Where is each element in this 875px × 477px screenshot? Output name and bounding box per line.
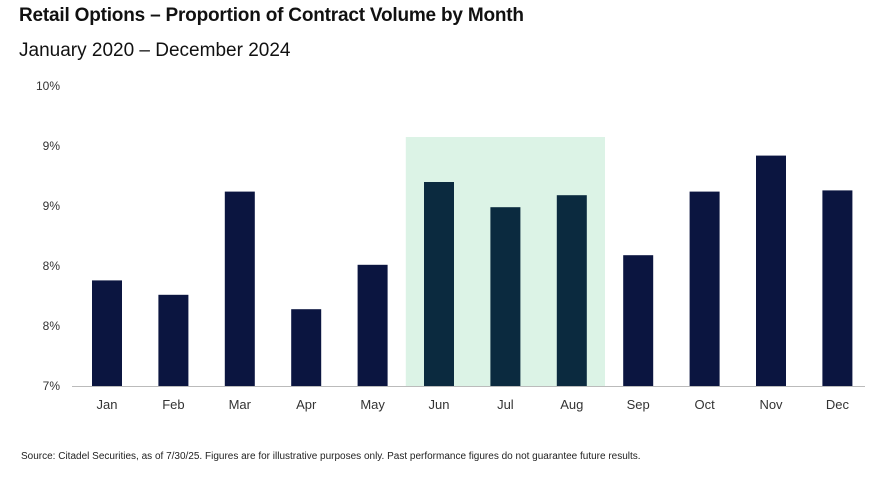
bar-may: [357, 264, 388, 386]
bar-feb: [158, 294, 189, 386]
chart-title: Retail Options – Proportion of Contract …: [19, 5, 524, 26]
bar-oct: [689, 191, 720, 386]
y-tick-label: 8%: [43, 259, 61, 273]
source-note: Source: Citadel Securities, as of 7/30/2…: [21, 451, 641, 462]
bar-apr: [291, 309, 322, 386]
bar-sep: [623, 255, 654, 386]
x-tick-label: Apr: [296, 397, 317, 412]
bar-jul: [490, 207, 521, 386]
x-tick-label: Aug: [560, 397, 583, 412]
x-tick-label: Feb: [162, 397, 184, 412]
bar-jan: [92, 280, 122, 386]
y-tick-label: 8%: [43, 319, 61, 333]
bar-mar: [224, 191, 255, 386]
chart-subtitle: January 2020 – December 2024: [19, 40, 291, 61]
y-tick-label: 7%: [43, 379, 61, 393]
bar-jun: [424, 182, 454, 386]
y-tick-label: 10%: [36, 79, 60, 93]
x-tick-label: Oct: [694, 397, 715, 412]
x-tick-label: Sep: [627, 397, 650, 412]
x-tick-label: May: [360, 397, 385, 412]
x-tick-label: Mar: [229, 397, 252, 412]
x-tick-label: Jul: [497, 397, 514, 412]
bar-chart: 7% 8% 8% 9% 9% 10% Jan Feb Mar Apr May Jun Jul Aug Sep…: [36, 79, 865, 412]
x-tick-label: Jan: [97, 397, 118, 412]
x-tick-label: Jun: [429, 397, 450, 412]
y-tick-label: 9%: [43, 139, 61, 153]
bar-dec: [822, 190, 853, 386]
x-tick-label: Nov: [759, 397, 783, 412]
x-tick-label: Dec: [826, 397, 850, 412]
bar-nov: [756, 155, 786, 386]
bar-aug: [556, 195, 587, 386]
y-tick-label: 9%: [43, 199, 61, 213]
